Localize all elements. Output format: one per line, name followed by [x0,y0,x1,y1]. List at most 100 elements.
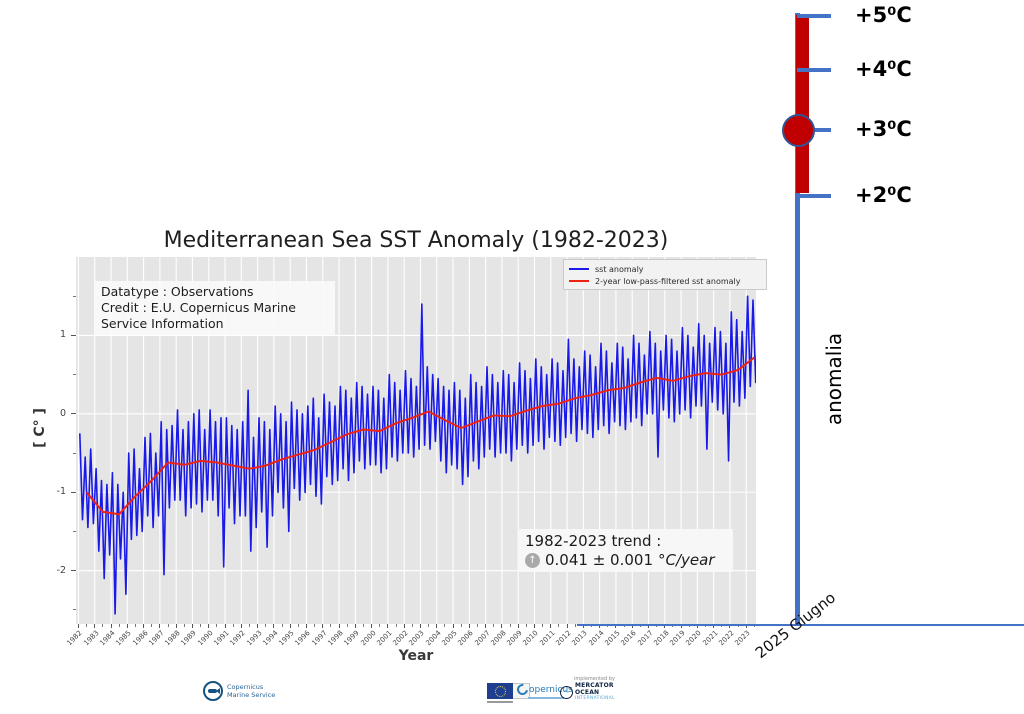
x-axis-minor-tick [476,624,478,627]
x-axis-minor-tick [118,624,120,627]
y-tick-label: 1 [59,329,66,341]
x-axis-minor-tick [102,624,104,627]
mercator-row: 〜 MERCATOR OCEAN INTERNATIONAL [560,682,615,702]
x-axis-minor-tick [297,624,299,627]
x-axis-minor-tick [183,624,185,627]
chart-title: Mediterranean Sea SST Anomaly (1982-2023… [163,228,669,253]
y-axis-minor-tick [73,452,76,454]
legend-entry-filtered: 2-year low-pass-filtered sst anomaly [569,275,761,287]
info-line-service: Service Information [101,316,224,331]
x-axis-tick [126,624,128,628]
trend-annotation-box: 1982-2023 trend : ↑ 0.041 ± 0.001 °C/year [519,529,733,572]
sst-anomaly-line [79,295,756,615]
x-axis-tick [582,624,584,628]
eu-flag-caption-bar [487,701,513,703]
fish-body-icon [208,689,217,693]
copernicus-c-swoosh-icon [514,681,531,698]
x-axis-tick [452,624,454,628]
implemented-by-label: implemented by [574,676,615,682]
x-axis-minor-tick [542,624,544,627]
x-axis-tick [322,624,324,628]
y-axis-tick [71,570,76,572]
x-axis-minor-tick [574,624,576,627]
x-axis-minor-tick [134,624,136,627]
y-axis-tick [71,334,76,336]
marine-service-fish-icon [203,681,223,701]
copernicus-logo: opernicus [514,681,573,698]
thermometer-bulb-icon [782,114,815,147]
x-axis-minor-tick [379,624,381,627]
x-axis-tick [224,624,226,628]
x-axis-tick [94,624,96,628]
x-axis-minor-tick [411,624,413,627]
legend-entry-sst: sst anomaly [569,263,761,275]
x-axis-minor-tick [167,624,169,627]
thermometer-tick-5 [797,14,831,18]
x-axis-tick [517,624,519,628]
x-axis-tick [110,624,112,628]
x-axis-tick [338,624,340,628]
mercator-line2: OCEAN [575,688,600,696]
x-axis-tick [273,624,275,628]
mercator-line3: INTERNATIONAL [575,696,615,701]
x-axis-label: Year [398,648,434,664]
x-axis-tick [240,624,242,628]
x-axis-minor-tick [200,624,202,627]
y-axis-minor-tick [73,609,76,611]
copernicus-tagline-bar [528,697,564,699]
up-arrow-icon: ↑ [525,552,540,568]
x-axis-tick [257,624,259,628]
thermometer-label-4c: +4⁰C [855,57,912,81]
x-axis-tick [208,624,210,628]
x-axis-tick [566,624,568,628]
x-axis-tick [713,624,715,628]
eu-stars-icon [495,686,506,697]
thermometer-label-2c: +2⁰C [855,183,912,207]
x-axis-minor-tick [248,624,250,627]
x-axis-minor-tick [444,624,446,627]
x-axis-tick [77,624,79,628]
x-axis-tick [468,624,470,628]
x-axis-tick [305,624,307,628]
info-line-datatype: Datatype : Observations [101,284,254,299]
y-axis-minor-tick [73,530,76,532]
x-axis-tick [550,624,552,628]
legend-label-sst: sst anomaly [595,264,644,274]
y-axis-tick [71,413,76,415]
legend-label-filtered: 2-year low-pass-filtered sst anomaly [595,276,741,286]
thermometer-label-5c: +5⁰C [855,3,912,27]
x-axis-tick [289,624,291,628]
x-axis-tick [729,624,731,628]
info-line-credit: Credit : E.U. Copernicus Marine [101,300,296,315]
trend-value-row: ↑ 0.041 ± 0.001 °C/year [525,551,727,569]
x-axis-tick [631,624,633,628]
x-axis-tick [533,624,535,628]
x-axis-minor-tick [460,624,462,627]
y-axis-minor-tick [73,374,76,376]
x-axis-minor-tick [428,624,430,627]
x-axis-tick [191,624,193,628]
y-tick-label: -2 [56,564,66,576]
x-axis-minor-tick [232,624,234,627]
x-axis-minor-tick [346,624,348,627]
copernicus-marine-service-logo: Copernicus Marine Service [203,681,275,701]
x-axis-minor-tick [509,624,511,627]
trend-value: 0.041 ± 0.001 [545,551,653,569]
x-axis-minor-tick [314,624,316,627]
trend-title: 1982-2023 trend : [525,532,662,550]
marine-service-line1: Copernicus [227,683,264,691]
y-axis-label: [ C° ] [32,408,48,448]
marine-service-wordmark: Copernicus Marine Service [227,683,275,699]
x-axis-minor-tick [330,624,332,627]
thermometer-axis-title: anomalia [822,332,846,426]
x-axis-tick [354,624,356,628]
y-axis-tick [71,491,76,493]
mercator-line1: MERCATOR [575,682,614,689]
x-axis-tick [664,624,666,628]
thermometer-tick-4 [797,68,831,72]
x-axis-tick [680,624,682,628]
x-axis-tick [159,624,161,628]
x-axis-tick [648,624,649,628]
mercator-wave-icon: 〜 [560,686,573,699]
